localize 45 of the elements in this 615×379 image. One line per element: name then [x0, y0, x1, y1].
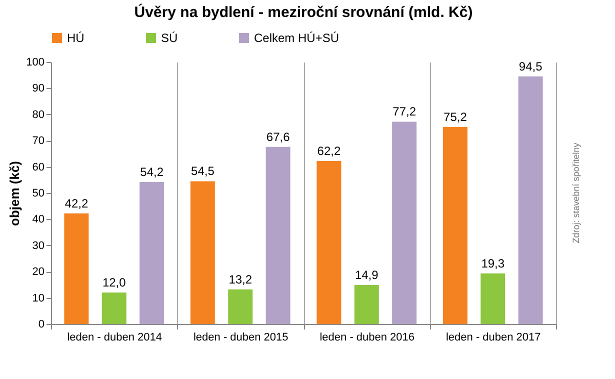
- y-tick-label: 100: [26, 56, 44, 68]
- data-label: 62,2: [317, 144, 341, 158]
- data-label: 14,9: [354, 268, 379, 282]
- bar: [266, 146, 290, 324]
- data-label: 67,6: [266, 130, 290, 144]
- text: Zdroj: stavební spořitelny: [571, 142, 581, 244]
- data-label: 13,2: [228, 272, 252, 286]
- y-tick-label: 20: [32, 266, 44, 278]
- y-tick-label: 10: [32, 292, 44, 304]
- bar: [190, 181, 215, 324]
- data-label: 77,2: [392, 104, 416, 119]
- bar: [102, 292, 126, 324]
- legend-label: SÚ: [161, 31, 178, 45]
- bar: [316, 161, 342, 324]
- y-tick-label: 90: [32, 82, 44, 95]
- bar: [442, 126, 468, 324]
- bar: [228, 289, 253, 324]
- bar: [480, 273, 506, 324]
- bar: [64, 213, 89, 324]
- y-tick-label: 60: [32, 161, 44, 174]
- bar: [140, 182, 164, 324]
- legend-label: Celkem HÚ+SÚ: [254, 31, 340, 45]
- bar: [354, 284, 379, 324]
- y-tick-label: 80: [32, 108, 44, 121]
- data-label: 54,2: [140, 164, 164, 179]
- data-label: 12,0: [102, 276, 126, 290]
- y-tick-label: 30: [32, 240, 44, 252]
- y-tick-label: 50: [32, 188, 44, 200]
- y-tick-label: 40: [32, 214, 44, 226]
- chart-title: Úvěry na bydlení - meziroční srovnání (mld. Kč): [134, 3, 473, 21]
- data-label: 54,5: [191, 164, 215, 178]
- data-label: 19,3: [481, 256, 505, 270]
- bar: [518, 76, 543, 324]
- legend-label: HÚ: [67, 31, 84, 45]
- x-tick-label: leden - duben 2017: [446, 332, 541, 344]
- y-tick-label: 70: [32, 135, 44, 148]
- data-label: 75,2: [444, 110, 468, 124]
- y-axis-title: objem (kč): [7, 160, 22, 226]
- x-tick-label: leden - duben 2015: [193, 332, 288, 344]
- data-label: 42,2: [64, 196, 88, 210]
- data-label: 94,5: [518, 59, 543, 74]
- bar: [392, 122, 417, 324]
- x-tick-label: leden - duben 2014: [67, 332, 162, 344]
- x-tick-label: leden - duben 2016: [320, 332, 415, 344]
- y-tick-label: 0: [38, 318, 44, 330]
